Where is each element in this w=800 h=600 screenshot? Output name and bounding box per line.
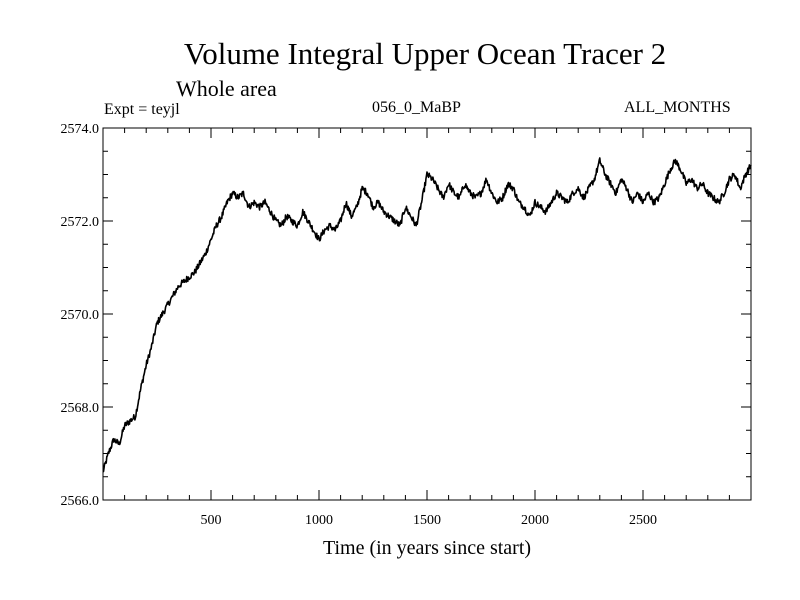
- x-axis-title: Time (in years since start): [323, 537, 531, 559]
- experiment-label: Expt = teyjl: [104, 101, 180, 118]
- months-label: ALL_MONTHS: [624, 99, 731, 116]
- y-tick-label: 2568.0: [61, 401, 100, 416]
- y-tick-label: 2574.0: [61, 122, 100, 137]
- axis-ticks: [103, 128, 751, 500]
- chart-subtitle: Whole area: [176, 76, 277, 101]
- x-tick-label: 2500: [629, 513, 657, 528]
- x-tick-label: 1500: [413, 513, 441, 528]
- plot-frame: [102, 127, 752, 501]
- x-tick-label: 2000: [521, 513, 549, 528]
- axis-tick-labels: 500 1000 1500 2000 2500 2566.0 2568.0 2570.0 257…: [61, 122, 658, 528]
- period-label: 056_0_MaBP: [372, 99, 461, 116]
- x-tick-label: 1000: [305, 513, 333, 528]
- x-tick-label: 500: [201, 513, 222, 528]
- chart-title: Volume Integral Upper Ocean Tracer 2: [183, 36, 667, 71]
- y-tick-label: 2572.0: [61, 215, 100, 230]
- y-tick-label: 2570.0: [61, 308, 100, 323]
- y-tick-label: 2566.0: [61, 494, 100, 509]
- series-line: [102, 157, 752, 473]
